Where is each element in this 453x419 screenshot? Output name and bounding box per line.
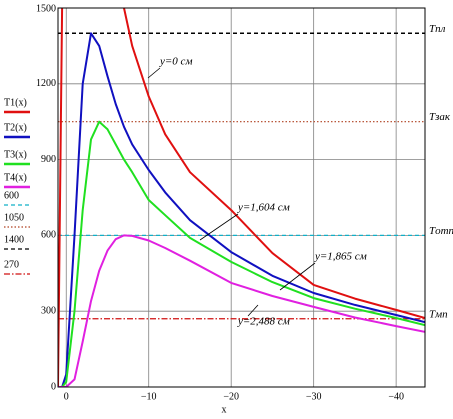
x-tick-label: −10 bbox=[141, 391, 157, 402]
x-tick-label: −40 bbox=[388, 391, 404, 402]
y-tick-label: 900 bbox=[41, 154, 56, 165]
legend-label: T1(x) bbox=[4, 97, 27, 108]
legend-label: T2(x) bbox=[4, 122, 27, 133]
annotation-leader bbox=[247, 304, 259, 317]
legend-label: 600 bbox=[4, 190, 19, 201]
annotation: y=0 см bbox=[159, 56, 192, 68]
annotation-leader bbox=[279, 262, 316, 291]
x-tick-label: −30 bbox=[306, 391, 322, 402]
x-axis-label: x bbox=[222, 404, 227, 415]
annotation: y=1,865 см bbox=[314, 251, 367, 263]
plot-area bbox=[58, 8, 425, 387]
y-tick-label: 1500 bbox=[36, 3, 56, 14]
series-line bbox=[58, 32, 425, 387]
legend-label: 1050 bbox=[4, 212, 24, 223]
annotation: y=1,604 см bbox=[237, 202, 290, 214]
x-tick-label: −20 bbox=[223, 391, 239, 402]
annotation-leader bbox=[147, 67, 161, 79]
legend-label: 1400 bbox=[4, 234, 24, 245]
y-tick-label: 0 bbox=[51, 381, 56, 392]
y-tick-label: 1200 bbox=[36, 78, 56, 89]
x-tick-label: 0 bbox=[64, 391, 69, 402]
plot-frame bbox=[57, 7, 426, 388]
series-line bbox=[58, 8, 425, 387]
legend-label: T3(x) bbox=[4, 149, 27, 160]
legend-label: 270 bbox=[4, 259, 19, 270]
annotation-leader bbox=[199, 213, 239, 241]
reference-label: Tпл bbox=[429, 23, 446, 35]
legend-label: T4(x) bbox=[4, 172, 27, 183]
series-line bbox=[58, 234, 425, 387]
series-line bbox=[58, 120, 425, 387]
reference-label: Tзак bbox=[429, 111, 451, 123]
reference-label: Tмп bbox=[429, 308, 448, 320]
y-tick-label: 600 bbox=[41, 230, 56, 241]
annotation: y=2,488 см bbox=[237, 316, 290, 328]
y-tick-label: 300 bbox=[41, 305, 56, 316]
reference-label: Tотп bbox=[429, 225, 453, 237]
